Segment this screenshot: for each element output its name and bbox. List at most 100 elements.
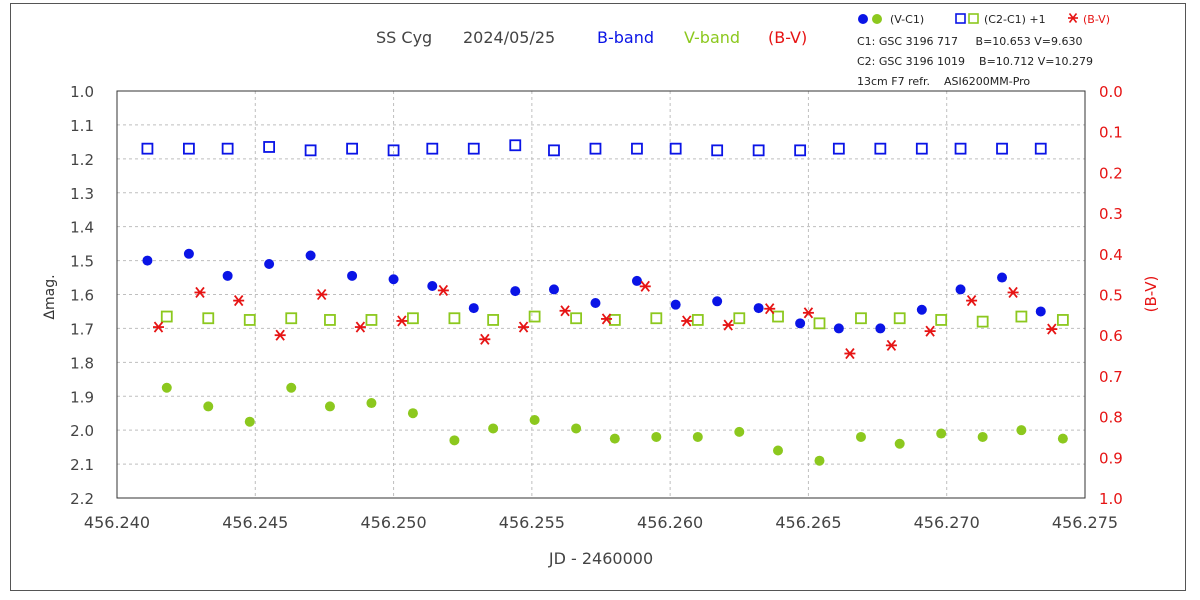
data-point-vc1-v bbox=[977, 431, 988, 442]
data-point-bv bbox=[152, 321, 164, 333]
y-tick-label-right: 0.5 bbox=[1099, 287, 1123, 305]
data-point-vc1-b bbox=[468, 303, 479, 314]
y-tick-label-left: 1.9 bbox=[70, 388, 94, 406]
data-point-vc1-b bbox=[142, 255, 153, 266]
data-point-vc1-b bbox=[305, 250, 316, 261]
y-tick-label-right: 0.0 bbox=[1099, 83, 1123, 101]
data-point-vc1-v bbox=[449, 435, 460, 446]
data-point-c2c1-v bbox=[1056, 314, 1069, 326]
data-point-bv bbox=[639, 280, 651, 292]
data-point-c2c1-b bbox=[954, 142, 967, 155]
data-point-vc1-v bbox=[1057, 433, 1068, 444]
data-point-vc1-v bbox=[366, 398, 377, 409]
data-point-c2c1-b bbox=[915, 142, 928, 155]
data-point-vc1-b bbox=[631, 275, 642, 286]
data-point-c2c1-b bbox=[141, 142, 154, 155]
data-point-bv bbox=[1046, 323, 1058, 335]
data-point-vc1-b bbox=[997, 272, 1008, 283]
data-point-vc1-b bbox=[222, 270, 233, 281]
tick-labels: 456.240 456.245 456.250 456.255 456.260 456.2… bbox=[70, 83, 1123, 532]
data-point-c2c1-v bbox=[365, 314, 378, 326]
legend-label-c2c1: (C2-C1) +1 bbox=[984, 13, 1046, 26]
data-point-c2c1-b bbox=[346, 142, 358, 155]
y-tick-label-right: 1.0 bbox=[1099, 490, 1123, 508]
legend-marker-bv bbox=[1068, 13, 1078, 23]
data-point-vc1-v bbox=[894, 438, 905, 449]
legend-marker-c2c1-v bbox=[968, 13, 979, 24]
x-tick-label: 456.250 bbox=[360, 513, 426, 532]
data-point-c2c1-b bbox=[711, 144, 724, 157]
x-tick-label: 456.265 bbox=[775, 513, 841, 532]
data-point-vc1-v bbox=[773, 445, 784, 456]
data-point-c2c1-b bbox=[221, 142, 234, 155]
data-point-vc1-v bbox=[529, 414, 540, 425]
data-point-vc1-v bbox=[936, 428, 947, 439]
data-point-vc1-b bbox=[795, 318, 806, 329]
y-tick-label-left: 1.2 bbox=[70, 151, 94, 169]
data-point-c2c1-v bbox=[608, 314, 621, 326]
data-point-bv bbox=[479, 333, 491, 345]
data-point-c2c1-v bbox=[691, 314, 704, 326]
data-point-bv bbox=[802, 307, 814, 319]
data-points bbox=[141, 139, 1069, 466]
legend-marker-c2c1-b bbox=[955, 13, 966, 24]
data-point-c2c1-v bbox=[813, 317, 826, 330]
data-point-bv bbox=[274, 329, 286, 341]
x-tick-label: 456.245 bbox=[222, 513, 288, 532]
x-tick-label: 456.240 bbox=[84, 513, 150, 532]
data-point-c2c1-v bbox=[202, 312, 215, 325]
data-point-vc1-v bbox=[161, 382, 172, 393]
y-axis-label-left: Δmag. bbox=[42, 274, 58, 319]
data-point-c2c1-v bbox=[570, 312, 583, 325]
data-point-vc1-v bbox=[571, 423, 582, 434]
y-tick-label-right: 0.9 bbox=[1099, 449, 1123, 467]
y-tick-label-left: 1.7 bbox=[70, 320, 94, 338]
data-point-c2c1-b bbox=[874, 142, 887, 155]
y-tick-label-left: 2.2 bbox=[70, 490, 94, 508]
data-point-c2c1-v bbox=[772, 310, 784, 323]
info-line-c2: C2: GSC 3196 1019 B=10.712 V=10.279 bbox=[857, 55, 1093, 68]
data-point-c2c1-b bbox=[832, 142, 845, 155]
data-point-c2c1-b bbox=[387, 144, 400, 157]
data-point-vc1-b bbox=[548, 284, 559, 295]
data-point-vc1-b bbox=[510, 286, 521, 297]
chart-title-date: 2024/05/25 bbox=[463, 28, 555, 47]
data-point-vc1-b bbox=[264, 258, 275, 269]
chart-frame bbox=[10, 3, 1186, 591]
data-point-c2c1-b bbox=[752, 144, 765, 157]
data-point-bv bbox=[601, 313, 613, 325]
data-point-vc1-v bbox=[651, 431, 662, 442]
data-point-vc1-b bbox=[590, 297, 601, 308]
data-point-vc1-v bbox=[488, 423, 499, 434]
data-point-vc1-b bbox=[712, 296, 723, 307]
data-point-c2c1-v bbox=[285, 312, 298, 325]
data-point-vc1-v bbox=[1016, 425, 1027, 436]
data-point-bv bbox=[559, 305, 571, 317]
y-tick-label-left: 1.3 bbox=[70, 185, 94, 203]
info-line-c1: C1: GSC 3196 717 B=10.653 V=9.630 bbox=[857, 35, 1083, 48]
y-tick-label-left: 1.0 bbox=[70, 83, 94, 101]
data-point-vc1-v bbox=[407, 408, 418, 419]
data-point-vc1-b bbox=[347, 270, 358, 281]
data-point-vc1-v bbox=[609, 433, 620, 444]
y-tick-label-right: 0.4 bbox=[1099, 246, 1123, 264]
x-tick-label: 456.270 bbox=[914, 513, 980, 532]
data-point-c2c1-b bbox=[263, 141, 276, 153]
data-point-vc1-v bbox=[244, 416, 255, 427]
data-point-vc1-v bbox=[855, 431, 866, 442]
chart-title-bv: (B-V) bbox=[768, 28, 807, 47]
data-point-vc1-v bbox=[286, 382, 297, 393]
data-point-c2c1-v bbox=[976, 315, 989, 328]
data-point-c2c1-v bbox=[733, 312, 746, 325]
data-point-bv bbox=[396, 315, 408, 327]
data-point-c2c1-b bbox=[548, 144, 560, 157]
y-axis-label-right: (B-V) bbox=[1142, 276, 1160, 313]
data-point-vc1-b bbox=[427, 281, 438, 292]
data-point-c2c1-v bbox=[528, 310, 541, 323]
data-point-bv bbox=[844, 347, 856, 360]
data-point-c2c1-b bbox=[996, 142, 1008, 155]
legend-marker-vc1-v bbox=[872, 14, 882, 24]
y-tick-label-right: 0.1 bbox=[1099, 124, 1123, 142]
x-tick-label: 456.260 bbox=[637, 513, 703, 532]
